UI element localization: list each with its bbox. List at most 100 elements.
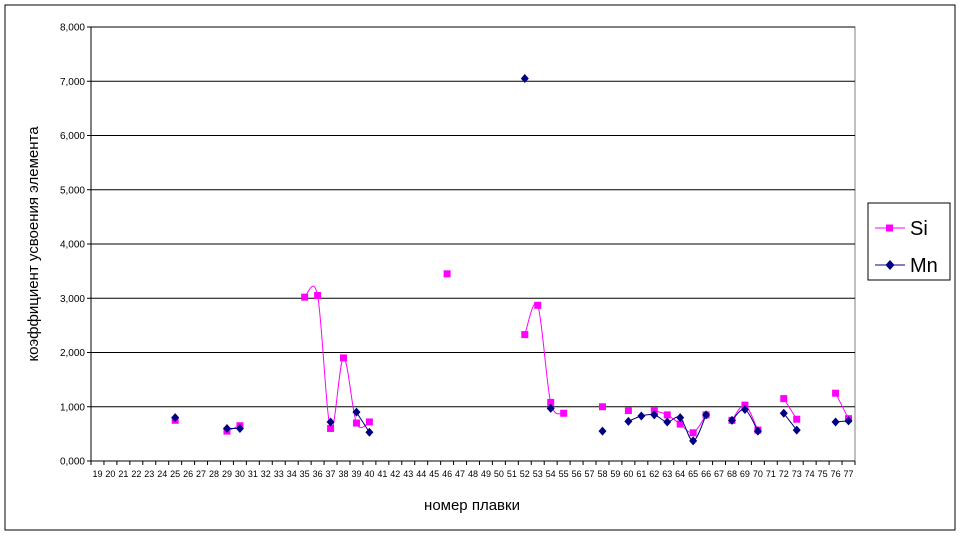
y-tick-label: 4,000 [60,240,85,251]
data-point [740,404,749,414]
x-tick-label: 64 [675,469,685,479]
x-tick-label: 55 [559,469,569,479]
x-tick-label: 60 [623,469,633,479]
data-point [793,415,801,423]
data-point [314,292,322,300]
x-tick-label: 49 [481,469,491,479]
x-tick-label: 77 [844,469,854,479]
data-point [624,416,633,426]
y-tick-label: 0,000 [60,457,85,468]
x-tick-label: 67 [714,469,724,479]
x-tick-label: 40 [364,469,374,479]
data-point [689,429,697,437]
data-point [443,270,451,278]
data-point [689,436,698,446]
x-tick-label: 58 [597,469,607,479]
x-tick-label: 42 [390,469,400,479]
data-point [235,423,244,433]
x-tick-label: 19 [92,469,102,479]
data-point [222,423,231,433]
y-axis-label: коэффициент усвоения элемента [25,126,42,362]
x-tick-label: 47 [455,469,465,479]
data-point [844,416,853,426]
x-tick-label: 41 [377,469,387,479]
x-tick-label: 74 [805,469,815,479]
x-tick-label: 54 [546,469,556,479]
x-axis-label: номер плавки [424,497,520,514]
data-point [521,331,529,339]
x-tick-label: 52 [520,469,530,479]
data-point [365,418,373,426]
data-point [546,403,555,413]
data-point [831,417,840,427]
data-point [676,413,685,423]
x-tick-label: 70 [753,469,763,479]
y-tick-label: 2,000 [60,348,85,359]
y-tick-label: 6,000 [60,131,85,142]
x-tick-label: 35 [300,469,310,479]
x-tick-label: 24 [157,469,167,479]
x-tick-label: 65 [688,469,698,479]
data-point [365,427,374,437]
x-tick-label: 62 [649,469,659,479]
data-point [624,407,632,415]
data-point [780,395,788,403]
data-point [547,398,555,406]
y-tick-label: 8,000 [60,23,85,34]
x-tick-label: 73 [792,469,802,479]
legend-si-label: Si [910,218,928,240]
y-tick-label: 3,000 [60,294,85,305]
data-point [560,409,568,417]
x-tick-label: 38 [339,469,349,479]
x-tick-label: 72 [779,469,789,479]
x-tick-label: 71 [766,469,776,479]
data-point [352,419,360,427]
x-tick-label: 22 [131,469,141,479]
x-tick-label: 53 [533,469,543,479]
x-tick-label: 27 [196,469,206,479]
x-tick-label: 48 [468,469,478,479]
x-tick-label: 61 [636,469,646,479]
x-tick-label: 25 [170,469,180,479]
y-tick-label: 7,000 [60,77,85,88]
data-point [702,410,711,420]
data-point [676,420,684,428]
x-tick-label: 33 [274,469,284,479]
data-point [832,389,840,397]
data-point [792,425,801,435]
x-tick-label: 39 [351,469,361,479]
x-tick-label: 36 [313,469,323,479]
x-tick-label: 32 [261,469,271,479]
data-point [326,417,335,427]
data-point [650,410,659,420]
y-tick-label: 5,000 [60,185,85,196]
x-tick-label: 45 [429,469,439,479]
x-tick-label: 50 [494,469,504,479]
legend-mn-marker [885,260,895,270]
x-tick-label: 76 [831,469,841,479]
data-point [663,417,672,427]
data-point [598,403,606,411]
series-mn [171,74,853,446]
x-tick-label: 20 [105,469,115,479]
legend-mn-label: Mn [910,255,938,277]
x-tick-label: 56 [572,469,582,479]
data-point [637,411,646,421]
data-point [340,354,348,362]
data-point [534,301,542,309]
data-point [663,411,671,419]
data-point [753,426,762,436]
x-tick-label: 31 [248,469,258,479]
x-tick-label: 21 [118,469,128,479]
series-line [524,302,564,415]
x-tick-label: 37 [326,469,336,479]
x-tick-label: 68 [727,469,737,479]
y-tick-label: 1,000 [60,402,85,413]
data-point [520,74,529,84]
data-point [171,413,180,423]
data-point [727,415,736,425]
x-tick-label: 34 [287,469,297,479]
x-tick-label: 30 [235,469,245,479]
x-tick-label: 51 [507,469,517,479]
